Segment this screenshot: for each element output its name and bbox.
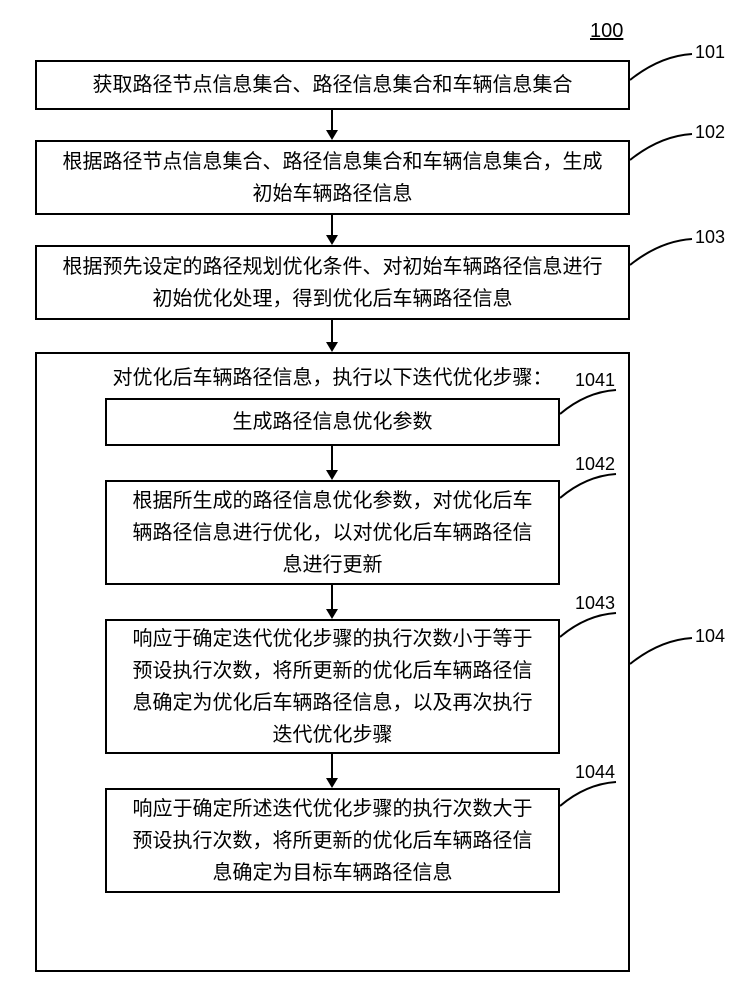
step-102-leader bbox=[630, 132, 700, 162]
step-1043-box: 响应于确定迭代优化步骤的执行次数小于等于预设执行次数，将所更新的优化后车辆路径信… bbox=[105, 619, 560, 754]
step-1044-text: 响应于确定所述迭代优化步骤的执行次数大于预设执行次数，将所更新的优化后车辆路径信… bbox=[123, 793, 542, 889]
arrow-103-to-104 bbox=[322, 320, 342, 352]
step-104-title: 对优化后车辆路径信息，执行以下迭代优化步骤： bbox=[37, 362, 628, 394]
figure-number-label: 100 bbox=[590, 20, 623, 43]
step-1041-label: 1041 bbox=[575, 370, 615, 391]
step-103-box: 根据预先设定的路径规划优化条件、对初始车辆路径信息进行初始优化处理，得到优化后车… bbox=[35, 245, 630, 320]
step-102-label: 102 bbox=[695, 122, 725, 143]
arrow-1042-to-1043 bbox=[322, 585, 342, 619]
step-101-box: 获取路径节点信息集合、路径信息集合和车辆信息集合 bbox=[35, 60, 630, 110]
step-1043-leader bbox=[560, 611, 622, 639]
step-103-text: 根据预先设定的路径规划优化条件、对初始车辆路径信息进行初始优化处理，得到优化后车… bbox=[53, 251, 612, 315]
step-1044-box: 响应于确定所述迭代优化步骤的执行次数大于预设执行次数，将所更新的优化后车辆路径信… bbox=[105, 788, 560, 893]
step-102-box: 根据路径节点信息集合、路径信息集合和车辆信息集合，生成初始车辆路径信息 bbox=[35, 140, 630, 215]
step-102-text: 根据路径节点信息集合、路径信息集合和车辆信息集合，生成初始车辆路径信息 bbox=[53, 146, 612, 210]
step-1041-leader bbox=[560, 388, 622, 416]
step-1044-label: 1044 bbox=[575, 762, 615, 783]
step-1041-text: 生成路径信息优化参数 bbox=[233, 406, 433, 438]
step-104-leader bbox=[630, 636, 700, 666]
step-103-leader bbox=[630, 237, 700, 267]
step-101-label: 101 bbox=[695, 42, 725, 63]
step-1042-leader bbox=[560, 472, 622, 500]
arrow-1043-to-1044 bbox=[322, 754, 342, 788]
step-1042-box: 根据所生成的路径信息优化参数，对优化后车辆路径信息进行优化，以对优化后车辆路径信… bbox=[105, 480, 560, 585]
arrow-102-to-103 bbox=[322, 215, 342, 245]
arrow-1041-to-1042 bbox=[322, 446, 342, 480]
step-1044-leader bbox=[560, 780, 622, 808]
step-1043-label: 1043 bbox=[575, 593, 615, 614]
step-104-label: 104 bbox=[695, 626, 725, 647]
step-101-leader bbox=[630, 52, 700, 82]
step-1042-label: 1042 bbox=[575, 454, 615, 475]
step-101-text: 获取路径节点信息集合、路径信息集合和车辆信息集合 bbox=[93, 69, 573, 101]
step-103-label: 103 bbox=[695, 227, 725, 248]
step-1041-box: 生成路径信息优化参数 bbox=[105, 398, 560, 446]
flowchart-canvas: 100 获取路径节点信息集合、路径信息集合和车辆信息集合 101 根据路径节点信… bbox=[0, 0, 756, 1000]
step-1042-text: 根据所生成的路径信息优化参数，对优化后车辆路径信息进行优化，以对优化后车辆路径信… bbox=[123, 485, 542, 581]
arrow-101-to-102 bbox=[322, 110, 342, 140]
step-1043-text: 响应于确定迭代优化步骤的执行次数小于等于预设执行次数，将所更新的优化后车辆路径信… bbox=[123, 623, 542, 751]
